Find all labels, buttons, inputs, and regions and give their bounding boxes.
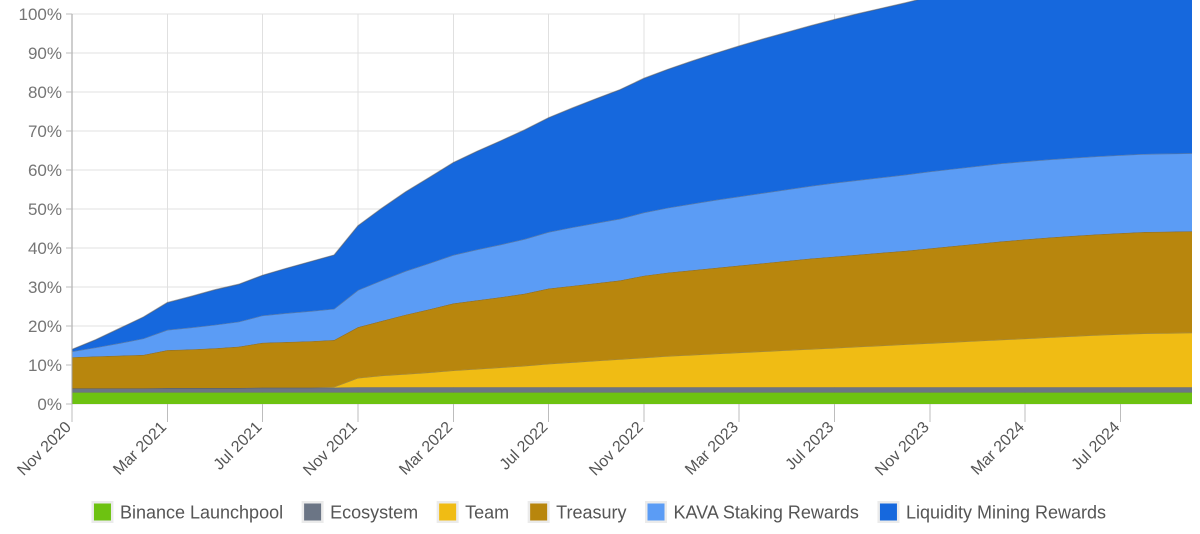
x-tick-label: Mar 2024	[968, 419, 1028, 479]
legend-swatch	[304, 503, 322, 521]
legend-label: Treasury	[556, 502, 626, 522]
area-edge-liquidity-mining-rewards	[71, 0, 920, 350]
legend-item-team[interactable]: Team	[436, 501, 510, 523]
y-tick-label: 90%	[28, 44, 62, 63]
area-edge-kava-staking-rewards	[71, 152, 1193, 352]
x-tick-label: Nov 2021	[300, 419, 361, 480]
x-tick-label: Nov 2023	[872, 419, 933, 480]
legend-swatch	[647, 503, 665, 521]
legend-group[interactable]: Binance Launchpool Ecosystem Team Treasury K…	[91, 501, 1106, 523]
x-axis-labels-group: Nov 2020 Mar 2021 Jul 2021 Nov 2021 Mar 2022…	[14, 419, 1123, 480]
y-tick-label: 70%	[28, 122, 62, 141]
x-tick-label: Mar 2021	[110, 419, 170, 479]
x-tick-label: Jul 2021	[211, 419, 266, 474]
legend-label: Liquidity Mining Rewards	[906, 502, 1106, 522]
x-tick-label: Jul 2024	[1069, 419, 1124, 474]
area-series-binance-launchpool	[72, 392, 1192, 404]
y-tick-label: 40%	[28, 239, 62, 258]
area-series-team	[72, 332, 1192, 389]
legend-swatch	[879, 503, 897, 521]
x-tick-label: Nov 2020	[14, 419, 75, 480]
legend-item-kava-staking-rewards[interactable]: KAVA Staking Rewards	[645, 501, 859, 523]
legend-label: KAVA Staking Rewards	[674, 502, 859, 522]
stacked-areas-group	[71, 0, 1193, 404]
legend-item-binance-launchpool[interactable]: Binance Launchpool	[91, 501, 283, 523]
x-tick-label: Jul 2022	[497, 419, 552, 474]
y-tick-label: 30%	[28, 278, 62, 297]
x-tick-label: Jul 2023	[783, 419, 838, 474]
legend-label: Team	[465, 502, 509, 522]
legend-item-treasury[interactable]: Treasury	[527, 501, 627, 523]
y-tick-label: 50%	[28, 200, 62, 219]
x-tick-label: Nov 2022	[586, 419, 647, 480]
x-tick-label: Mar 2023	[682, 419, 742, 479]
x-tick-label: Mar 2022	[396, 419, 456, 479]
legend-label: Ecosystem	[330, 502, 418, 522]
y-tick-label: 60%	[28, 161, 62, 180]
area-series-liquidity-mining-rewards	[72, 0, 1192, 352]
legend-swatch	[93, 503, 111, 521]
y-axis-labels-group: 0% 10% 20% 30% 40% 50% 60% 70% 80% 90% 100%	[19, 5, 72, 414]
y-tick-label: 80%	[28, 83, 62, 102]
area-series-ecosystem	[72, 387, 1192, 393]
legend-item-liquidity-mining-rewards[interactable]: Liquidity Mining Rewards	[877, 501, 1106, 523]
area-series-treasury	[72, 231, 1192, 389]
y-tick-label: 0%	[37, 395, 62, 414]
area-series-kava-staking-rewards	[72, 153, 1192, 358]
axis-group	[71, 14, 1122, 422]
legend-swatch	[530, 503, 548, 521]
legend-label: Binance Launchpool	[120, 502, 283, 522]
y-tick-label: 100%	[19, 5, 62, 24]
y-tick-label: 10%	[28, 356, 62, 375]
legend-swatch	[439, 503, 457, 521]
y-tick-label: 20%	[28, 317, 62, 336]
legend-item-ecosystem[interactable]: Ecosystem	[301, 501, 419, 523]
